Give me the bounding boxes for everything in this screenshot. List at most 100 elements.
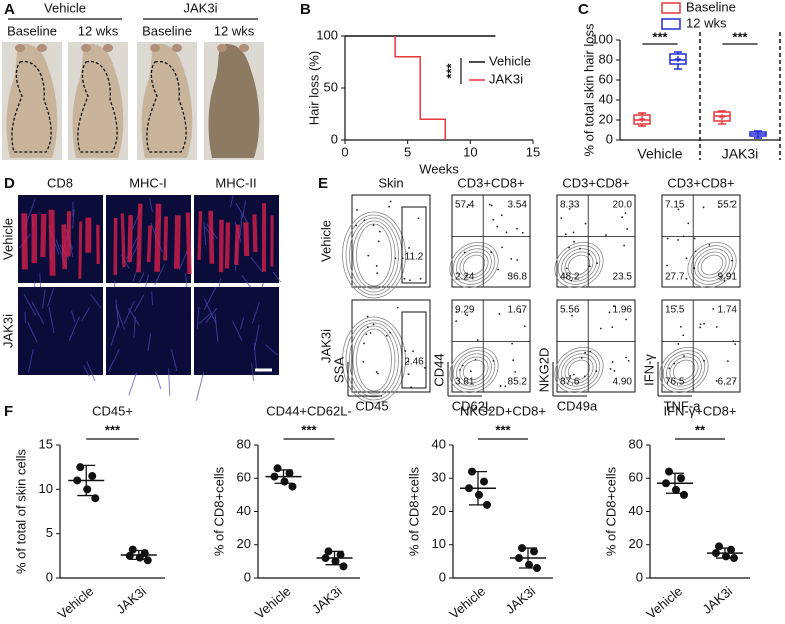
event-dot <box>464 313 467 315</box>
event-dot <box>624 212 627 214</box>
tissue-streak <box>134 294 145 312</box>
event-dot <box>589 350 592 353</box>
y-axis-label: CD44 <box>431 353 446 386</box>
stain-signal <box>208 210 215 264</box>
panel-label: C <box>578 1 589 18</box>
event-dot <box>683 355 685 357</box>
panel-label: E <box>318 175 328 192</box>
event-dot <box>583 375 586 378</box>
y-axis-label: NKG2D <box>536 348 551 393</box>
stain-signal <box>252 214 258 253</box>
event-dot <box>365 333 368 336</box>
stain-signal <box>234 224 240 265</box>
event-dot <box>627 359 630 362</box>
mouse-ear <box>103 44 113 52</box>
contour <box>349 217 399 293</box>
data-point <box>480 477 488 486</box>
quadrant-value: 15.5 <box>665 305 685 316</box>
column-label: 12 wks <box>214 23 255 38</box>
event-dot <box>572 373 575 376</box>
y-tick-label: 0 <box>439 569 446 584</box>
micrograph <box>106 287 191 375</box>
event-dot <box>521 232 524 234</box>
contour <box>700 254 724 276</box>
contour <box>356 223 392 287</box>
legend-label: JAK3i <box>489 71 523 86</box>
tissue-streak <box>110 321 120 347</box>
tissue-streak <box>154 264 165 286</box>
event-dot <box>490 204 493 207</box>
chart-title: NKG2D+CD8+ <box>460 403 546 418</box>
event-dot <box>512 359 515 362</box>
event-dot <box>584 351 586 354</box>
event-dot <box>490 251 492 254</box>
event-dot <box>465 274 468 277</box>
data-point <box>665 467 673 476</box>
tissue-streak <box>47 287 55 307</box>
contour <box>557 350 601 390</box>
event-dot <box>685 257 688 260</box>
event-dot <box>407 373 410 376</box>
event-dot <box>703 359 705 362</box>
y-tick-label: 0 <box>636 569 643 584</box>
quadrant-value: 1.96 <box>613 305 633 316</box>
row-label: Vehicle <box>0 218 15 260</box>
quadrant-value: 4.90 <box>613 377 633 388</box>
stain-signal <box>174 215 181 269</box>
event-dot <box>611 326 614 329</box>
quadrant-value: 36.8 <box>508 272 528 283</box>
event-dot <box>730 200 733 203</box>
event-dot <box>499 385 502 387</box>
data-point <box>336 550 345 559</box>
tissue-streak <box>178 250 188 270</box>
legend-label: 12 wks <box>686 15 727 30</box>
data-point <box>331 557 340 566</box>
y-tick-label: 0 <box>331 131 338 146</box>
event-dot <box>474 358 477 361</box>
event-dot <box>734 343 737 346</box>
y-axis-label: % of CD8+cells <box>603 466 618 556</box>
event-dot <box>702 206 705 209</box>
stain-signal <box>61 224 68 270</box>
gate-value: 2.46 <box>404 357 424 368</box>
y-tick-label: 15 <box>39 436 53 451</box>
tissue-streak <box>251 363 255 382</box>
contour <box>666 353 702 387</box>
tissue-streak <box>265 344 278 356</box>
event-dot <box>568 207 571 210</box>
stain-signal <box>136 203 143 273</box>
mouse-ear <box>150 44 160 52</box>
y-tick-label: 40 <box>432 436 446 451</box>
event-dot <box>572 231 575 234</box>
event-dot <box>500 214 503 217</box>
mouse-ear <box>217 44 227 52</box>
event-dot <box>362 360 365 363</box>
tissue-streak <box>48 307 55 334</box>
y-tick-label: 80 <box>599 51 613 66</box>
tissue-streak <box>83 365 90 377</box>
plot-title: Skin <box>378 175 403 190</box>
panel-label: D <box>4 175 15 192</box>
y-axis-label: % of total skin hair loss <box>581 23 596 156</box>
quadrant-value: 8.33 <box>560 200 580 211</box>
data-point <box>143 556 152 565</box>
tissue-streak <box>272 271 282 283</box>
event-dot <box>424 366 426 369</box>
event-dot <box>719 275 722 278</box>
quadrant-value: 3.54 <box>508 200 528 211</box>
quadrant-value: 3.81 <box>455 377 475 388</box>
stain-signal <box>40 213 47 258</box>
event-dot <box>565 267 568 270</box>
tissue-streak <box>203 298 217 324</box>
mean-marker <box>719 114 725 120</box>
event-dot <box>612 305 615 307</box>
y-tick-label: 40 <box>599 91 613 106</box>
event-dot <box>516 227 518 230</box>
quadrant-value: 57.4 <box>455 200 475 211</box>
quadrant-value: 27.7 <box>665 272 685 283</box>
tissue-streak <box>27 349 34 373</box>
tissue-streak <box>251 301 260 324</box>
plot-title: CD3+CD8+ <box>457 175 524 190</box>
tissue-streak <box>151 291 154 305</box>
contour <box>449 347 499 393</box>
